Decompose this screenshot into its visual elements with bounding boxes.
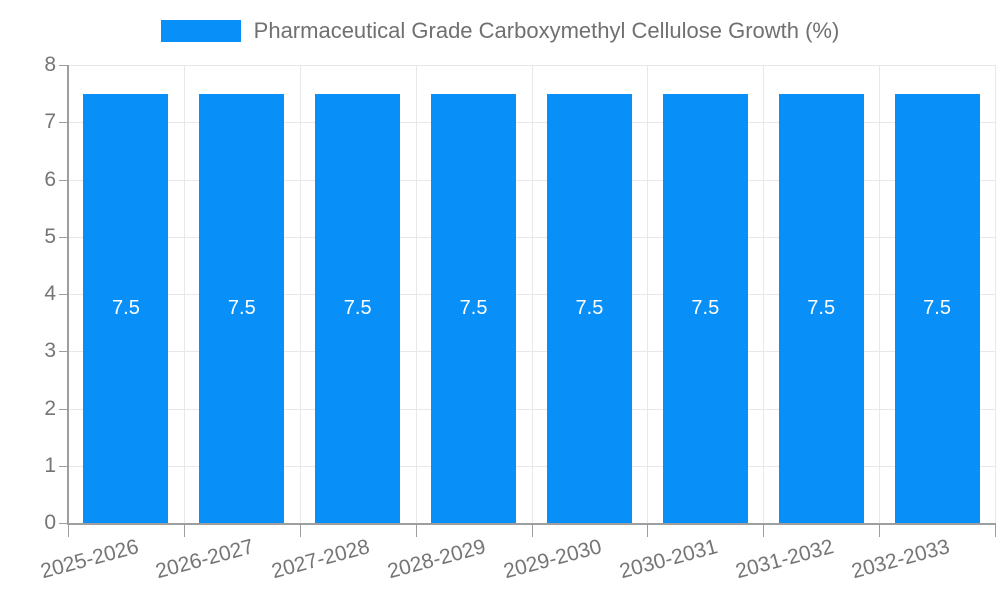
- x-axis-label: 2028-2029: [385, 535, 489, 584]
- x-axis-label: 2029-2030: [501, 535, 605, 584]
- bar-value-label: 7.5: [112, 296, 140, 319]
- legend-label: Pharmaceutical Grade Carboxymethyl Cellu…: [253, 18, 840, 43]
- x-axis-tick: [183, 523, 185, 537]
- gridline-vertical: [299, 65, 301, 523]
- y-axis-tick: [59, 236, 68, 238]
- bar-2029-2030[interactable]: 7.5: [546, 93, 632, 523]
- bar-2028-2029[interactable]: 7.5: [431, 93, 517, 523]
- x-axis-label: 2030-2031: [617, 535, 721, 584]
- x-axis-label: 2025-2026: [37, 535, 141, 584]
- x-axis-tick: [68, 523, 69, 537]
- y-axis-label: 2: [44, 396, 56, 420]
- gridline-vertical: [415, 65, 417, 523]
- y-axis-label: 1: [44, 453, 56, 477]
- bar-2026-2027[interactable]: 7.5: [199, 93, 285, 523]
- y-axis-label: 5: [44, 224, 56, 248]
- y-axis-tick: [59, 465, 68, 467]
- x-axis-tick: [647, 523, 649, 537]
- gridline-vertical: [647, 65, 649, 523]
- bar-2027-2028[interactable]: 7.5: [315, 93, 401, 523]
- bar-2025-2026[interactable]: 7.5: [83, 93, 169, 523]
- bar-2032-2033[interactable]: 7.5: [894, 93, 980, 523]
- x-axis-tick: [763, 523, 765, 537]
- x-axis-tick: [879, 523, 881, 537]
- x-axis-label: 2026-2027: [153, 535, 257, 584]
- x-axis-label: 2031-2032: [732, 535, 836, 584]
- legend-swatch-icon: [160, 20, 241, 42]
- bar-value-label: 7.5: [575, 296, 604, 319]
- bar-2031-2032[interactable]: 7.5: [778, 93, 864, 523]
- bar-value-label: 7.5: [227, 296, 256, 319]
- gridline-vertical: [531, 65, 533, 523]
- y-axis-tick: [59, 179, 68, 181]
- y-axis-label: 7: [44, 110, 56, 134]
- gridline-vertical: [879, 65, 881, 523]
- bar-2030-2031[interactable]: 7.5: [662, 93, 748, 523]
- y-axis-label: 6: [44, 167, 56, 191]
- x-axis-tick: [299, 523, 301, 537]
- bar-value-label: 7.5: [343, 296, 372, 319]
- y-axis-tick: [59, 408, 68, 410]
- y-axis-line: [67, 65, 69, 524]
- x-axis-tick: [415, 523, 417, 537]
- bar-value-label: 7.5: [691, 296, 720, 319]
- gridline-vertical: [995, 65, 996, 523]
- y-axis-label: 4: [44, 282, 56, 305]
- gridline-vertical: [763, 65, 765, 523]
- x-axis-line: [67, 523, 996, 525]
- gridline-vertical: [183, 65, 185, 523]
- x-axis-tick: [531, 523, 533, 537]
- x-axis-label: 2027-2028: [269, 535, 373, 584]
- legend: Pharmaceutical Grade Carboxymethyl Cellu…: [0, 18, 1000, 44]
- bar-value-label: 7.5: [923, 296, 951, 319]
- bar-value-label: 7.5: [459, 296, 488, 319]
- y-axis-tick: [59, 122, 68, 124]
- bar-value-label: 7.5: [807, 296, 836, 319]
- y-axis-label: 3: [44, 339, 56, 363]
- y-axis-tick: [59, 294, 68, 295]
- legend-item[interactable]: Pharmaceutical Grade Carboxymethyl Cellu…: [160, 18, 840, 44]
- y-axis-tick: [59, 65, 68, 66]
- x-axis-tick: [995, 523, 996, 537]
- y-axis-tick: [59, 523, 68, 524]
- y-axis-label: 8: [44, 53, 56, 76]
- x-axis-label: 2032-2033: [848, 535, 952, 584]
- y-axis-label: 0: [44, 511, 56, 534]
- y-axis-tick: [59, 351, 68, 353]
